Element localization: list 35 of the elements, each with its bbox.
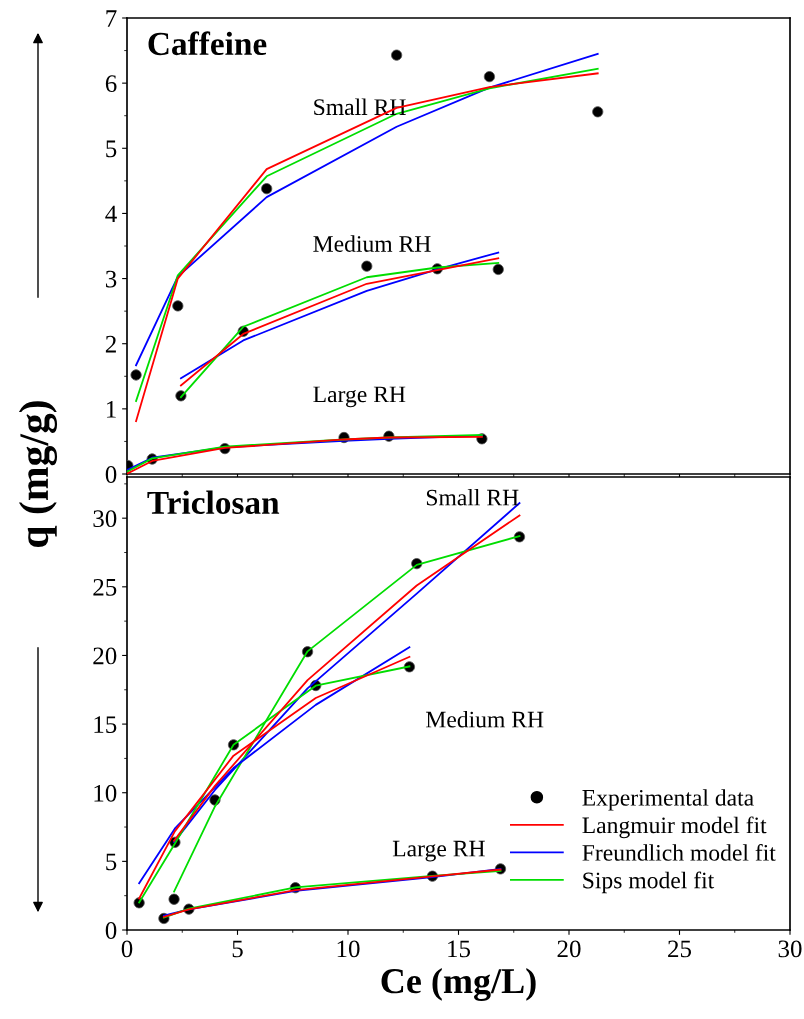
- x-tick-label: 20: [557, 940, 581, 958]
- legend-label: Langmuir model fit: [582, 816, 767, 839]
- y-tick-label: 0: [105, 922, 117, 939]
- y-tick-label: 15: [94, 716, 117, 734]
- y-tick-label: 7: [106, 10, 117, 27]
- x-axis-title: Ce (mg/L): [381, 967, 536, 1001]
- x-tick-label: 25: [668, 940, 692, 958]
- y-tick-label: 3: [105, 270, 117, 288]
- x-tick-label: 30: [778, 940, 802, 958]
- annotation: Large RH: [313, 386, 406, 408]
- annotation: Large RH: [392, 840, 485, 862]
- chart-title: Caffeine: [148, 31, 267, 56]
- y-tick-label: 25: [93, 578, 117, 596]
- legend-label: Experimental data: [582, 789, 754, 811]
- x-tick-label: 15: [448, 940, 471, 958]
- y-tick-label: 1: [106, 401, 116, 418]
- y-axis-title: q (mg/g): [18, 401, 58, 547]
- legend-label: Freundlich model fit: [582, 843, 776, 861]
- y-tick-label: 6: [105, 75, 117, 93]
- y-tick-label: 0: [105, 466, 117, 483]
- y-tick-label: 4: [105, 205, 117, 223]
- chart-title: Triclosan: [147, 490, 280, 515]
- x-tick-label: 10: [337, 940, 360, 958]
- y-tick-label: 20: [93, 647, 117, 665]
- y-tick-label: 5: [106, 853, 117, 871]
- y-tick-label: 30: [93, 510, 117, 528]
- annotation: Small RH: [426, 488, 519, 506]
- annotation: Medium RH: [313, 235, 431, 252]
- x-tick-label: 5: [232, 940, 243, 958]
- x-tick-label: 0: [121, 940, 133, 958]
- y-tick-label: 10: [94, 784, 117, 802]
- y-tick-label: 5: [106, 140, 117, 158]
- legend-label: Sips model fit: [583, 871, 715, 894]
- annotation: Medium RH: [426, 710, 544, 728]
- y-tick-label: 2: [105, 335, 116, 353]
